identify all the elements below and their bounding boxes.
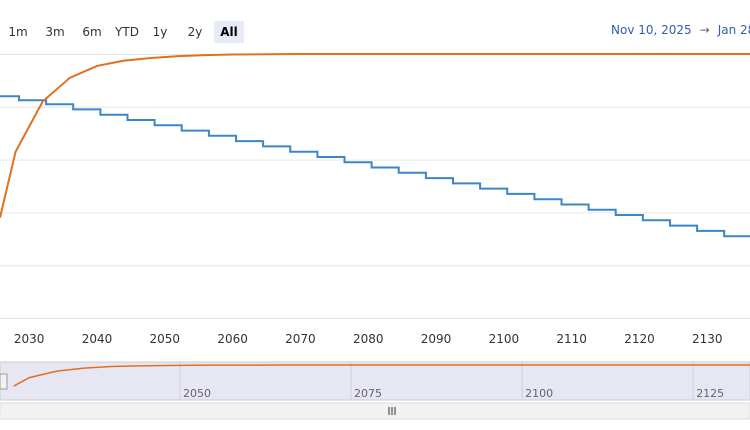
x-tick-label: 2040 [82, 332, 113, 346]
series-line-0[interactable] [0, 95, 750, 238]
navigator-mask [0, 361, 750, 401]
x-tick-label: 2090 [421, 332, 452, 346]
x-tick-label: 2080 [353, 332, 384, 346]
range-button-1m[interactable]: 1m [8, 25, 28, 39]
navigator-tick-label: 2075 [354, 387, 382, 400]
navigator-tick-label: 2125 [696, 387, 724, 400]
navigator-tick-label: 2050 [183, 387, 211, 400]
date-to[interactable]: Jan 28, [717, 23, 750, 37]
range-button-3m[interactable]: 3m [45, 25, 65, 39]
navigator-series [13, 364, 750, 387]
x-tick-label: 2070 [285, 332, 316, 346]
x-tick-label: 2050 [150, 332, 181, 346]
date-from[interactable]: Nov 10, 2025 [611, 23, 692, 37]
scrollbar[interactable] [0, 402, 750, 420]
x-tick-label: 2060 [217, 332, 248, 346]
x-tick-label: 2120 [624, 332, 655, 346]
navigator-tick-label: 2100 [525, 387, 553, 400]
x-tick-label: 2110 [556, 332, 587, 346]
grid-lines [0, 54, 750, 319]
arrow-icon: → [699, 23, 710, 37]
range-button-ytd[interactable]: YTD [115, 25, 139, 39]
x-tick-label: 2130 [692, 332, 723, 346]
date-range-display: Nov 10, 2025 → Jan 28, [611, 23, 750, 37]
navigator[interactable]: 2050 2075 2100 2125 [0, 361, 750, 420]
x-tick-label: 2100 [489, 332, 520, 346]
plot-area[interactable] [0, 53, 750, 238]
navigator-left-handle[interactable] [0, 373, 8, 390]
range-button-6m[interactable]: 6m [82, 25, 102, 39]
range-button-1y[interactable]: 1y [152, 25, 168, 39]
range-button-2y[interactable]: 2y [187, 25, 203, 39]
x-axis: 2030 2040 2050 2060 2070 2080 2090 2100 2110 2120… [14, 332, 723, 346]
series-line-1[interactable] [0, 53, 750, 218]
range-button-all[interactable]: All [214, 21, 244, 43]
x-tick-label: 2030 [14, 332, 45, 346]
